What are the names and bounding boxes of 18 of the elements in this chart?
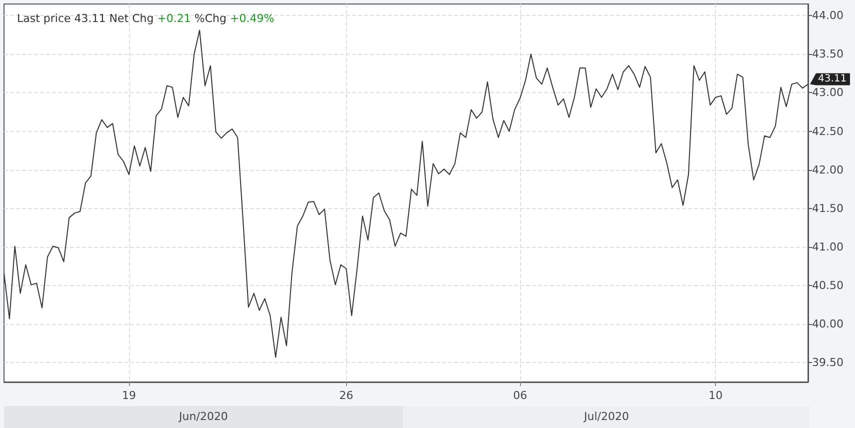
x-tick-label: 10 bbox=[708, 389, 723, 402]
y-tick-label: 41.50 bbox=[812, 202, 844, 215]
text: 43.11 bbox=[818, 74, 847, 85]
y-tick-label: 43.50 bbox=[812, 48, 844, 61]
y-tick-label: 44.00 bbox=[812, 9, 844, 22]
line-series bbox=[4, 30, 808, 358]
text: Last price 43.11 Net Chg +0.21 %Chg +0.49% bbox=[17, 12, 274, 25]
y-tick-label: 40.50 bbox=[812, 279, 844, 292]
month-strip: Jun/2020 Jul/2020 bbox=[4, 406, 810, 428]
y-tick-label: 41.00 bbox=[812, 240, 844, 254]
y-tick-label: 42.50 bbox=[812, 124, 844, 138]
x-tick-label: 26 bbox=[339, 389, 354, 402]
x-tick-label: 19 bbox=[122, 389, 136, 402]
y-tick-label: 42.00 bbox=[812, 163, 844, 176]
y-tick-label: 43.00 bbox=[812, 86, 844, 100]
y-tick-label: 39.50 bbox=[812, 356, 844, 370]
x-tick-label: 06 bbox=[513, 389, 528, 402]
y-tick-label: 40.00 bbox=[812, 318, 844, 331]
